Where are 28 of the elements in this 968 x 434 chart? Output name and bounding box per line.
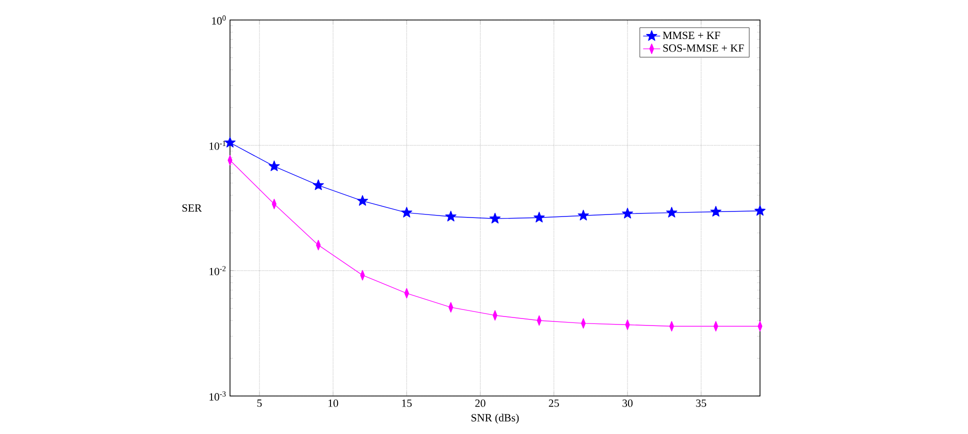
point [710, 206, 722, 217]
point [489, 212, 501, 224]
x-tick-label: 30 [622, 400, 633, 407]
y-tick-label: 10$^{-1}$ [210, 140, 226, 150]
x-axis-title: SNR (dBs) [472, 414, 519, 424]
x-tick-label: 25 [548, 400, 559, 407]
point [754, 205, 766, 216]
point [356, 195, 368, 206]
point [445, 210, 456, 222]
y-tick-label: 10$^{-3}$ [210, 391, 226, 401]
point [534, 212, 545, 222]
x-tick-label: 20 [475, 400, 486, 407]
legend-label: MMSE + KF [662, 32, 720, 40]
point [268, 160, 280, 172]
x-tick-label: 10 [328, 400, 338, 407]
point [578, 210, 589, 220]
point [622, 208, 634, 218]
point [401, 206, 412, 218]
point [666, 206, 678, 218]
y-tick-label: 10$^{-2}$ [210, 266, 226, 276]
legend-label: SOS-MMSE + KF [663, 44, 744, 52]
point [312, 179, 324, 190]
y-tick-label: 10$^{0}$ [212, 15, 226, 25]
x-tick-label: 5 [257, 400, 262, 407]
point [224, 136, 236, 148]
y-axis-title: SER [182, 204, 202, 212]
x-tick-label: 35 [696, 400, 706, 407]
x-tick-label: 15 [402, 400, 412, 407]
